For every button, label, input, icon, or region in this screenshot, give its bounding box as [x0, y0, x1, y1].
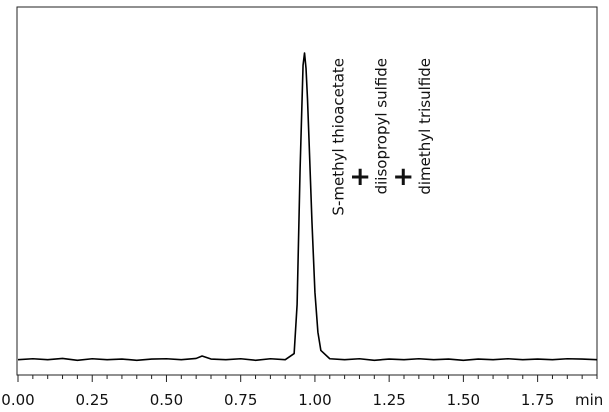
peak-annotations: S-methyl thioacetate diisopropyl sulfide d…: [330, 58, 434, 216]
chromatogram-trace: [17, 52, 598, 362]
x-tick-label: 0.75: [224, 391, 257, 409]
x-tick-label: 1.50: [447, 391, 480, 409]
x-tick-label: 0.00: [1, 391, 34, 409]
peak-annotation-label: S-methyl thioacetate: [330, 58, 348, 216]
x-axis-unit-label: min: [575, 391, 603, 409]
plus-sign: +: [349, 162, 371, 192]
peak-annotation-label: dimethyl trisulfide: [416, 58, 434, 195]
x-axis-ticks: [17, 375, 598, 382]
x-axis-tick-labels: 0.00 0.25 0.50 0.75 1.00 1.25 1.50 1.75: [1, 391, 554, 409]
plot-frame: [16, 6, 598, 376]
x-tick-label: 0.25: [76, 391, 109, 409]
x-tick-label: 0.50: [150, 391, 183, 409]
x-tick-label: 1.00: [298, 391, 331, 409]
x-tick-label: 1.25: [372, 391, 405, 409]
peak-annotation-label: diisopropyl sulfide: [373, 58, 391, 194]
x-tick-label: 1.75: [521, 391, 554, 409]
plus-sign: +: [392, 162, 414, 192]
